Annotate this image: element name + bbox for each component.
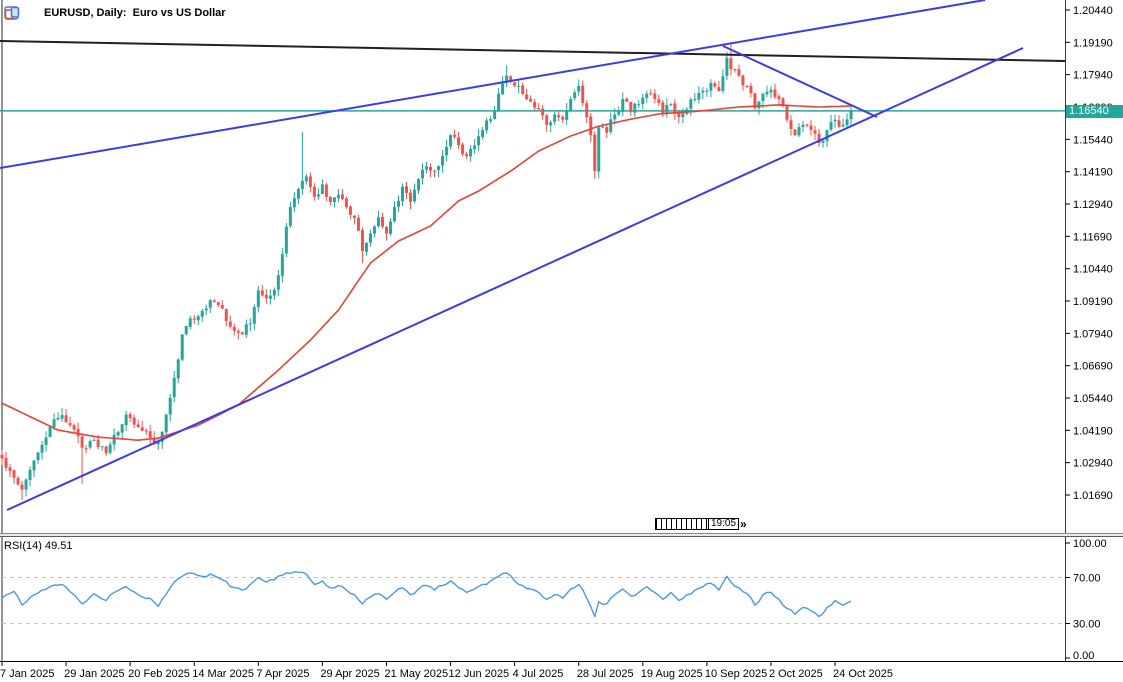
rsi-level-label: 70.00 [1073, 573, 1101, 585]
scrollbar-hatch[interactable] [655, 518, 709, 530]
chart-title: EURUSD, Daily: Euro vs US Dollar [44, 7, 226, 19]
price-tick-label: 1.11690 [1073, 231, 1112, 243]
price-tick-label: 1.05440 [1073, 393, 1113, 405]
date-tick-label: 10 Sep 2025 [705, 668, 767, 680]
time-axis[interactable]: 7 Jan 2025 29 Jan 2025 20 Feb 2025 14 Mar 2… [0, 661, 1123, 682]
price-tick-label: 1.19190 [1073, 37, 1113, 49]
date-tick-label: 2 Oct 2025 [769, 668, 823, 680]
price-tick-label: 1.10440 [1073, 264, 1113, 276]
price-tick-label: 1.07940 [1073, 328, 1113, 340]
price-chart[interactable]: 1.204401.191901.179401.166901.154401.141… [0, 0, 1123, 533]
date-tick-label: 7 Jan 2025 [0, 668, 54, 680]
price-tick-label: 1.04190 [1073, 425, 1113, 437]
panel-splitter[interactable] [0, 533, 1123, 537]
price-tick-label: 1.06690 [1073, 361, 1113, 373]
price-tick-label: 1.15440 [1073, 134, 1113, 146]
date-tick-label: 20 Feb 2025 [128, 668, 190, 680]
current-price-badge: 1.16540 [1066, 105, 1123, 118]
rsi-level-label: 30.00 [1073, 619, 1101, 631]
rsi-indicator-label: RSI(14) 49.51 [4, 540, 73, 552]
rsi-panel[interactable]: 100.00 70.00 30.00 0.00 [0, 537, 1123, 661]
time-remaining-marker[interactable]: 19:05 » [655, 517, 747, 531]
price-tick-label: 1.12940 [1073, 199, 1113, 211]
price-tick-label: 1.09190 [1073, 296, 1113, 308]
price-tick-label: 1.14190 [1073, 167, 1113, 179]
bar-countdown-label: 19:05 [708, 518, 740, 530]
date-tick-label: 7 Apr 2025 [256, 668, 309, 680]
date-tick-label: 29 Jan 2025 [64, 668, 125, 680]
chevron-right-icon[interactable]: » [740, 517, 747, 531]
chart-header: EURUSD, Daily: Euro vs US Dollar [4, 6, 226, 20]
ma-line [1, 104, 852, 442]
chart-window-icon [4, 6, 39, 20]
date-tick-label: 24 Oct 2025 [833, 668, 893, 680]
date-tick-label: 29 Apr 2025 [320, 668, 379, 680]
price-tick-label: 1.01690 [1073, 490, 1113, 502]
price-tick-label: 1.02940 [1073, 458, 1113, 470]
date-tick-label: 4 Jul 2025 [513, 668, 564, 680]
rsi-level-label: 0.00 [1073, 650, 1094, 661]
trendline-channel-top-blue [0, 0, 986, 170]
date-tick-label: 14 Mar 2025 [192, 668, 254, 680]
candles [0, 42, 853, 500]
price-tick-label: 1.17940 [1073, 70, 1113, 82]
price-tick-label: 1.20440 [1073, 5, 1113, 17]
date-tick-label: 19 Aug 2025 [641, 668, 703, 680]
trendline-resistance-black [0, 40, 1066, 63]
trendline-support-blue [6, 47, 1024, 511]
trendline-descending-blue [722, 45, 878, 118]
rsi-level-label: 100.00 [1073, 538, 1107, 550]
rsi-line [1, 571, 852, 618]
date-tick-label: 28 Jul 2025 [577, 668, 634, 680]
date-tick-label: 12 Jun 2025 [449, 668, 510, 680]
date-tick-label: 21 May 2025 [384, 668, 448, 680]
